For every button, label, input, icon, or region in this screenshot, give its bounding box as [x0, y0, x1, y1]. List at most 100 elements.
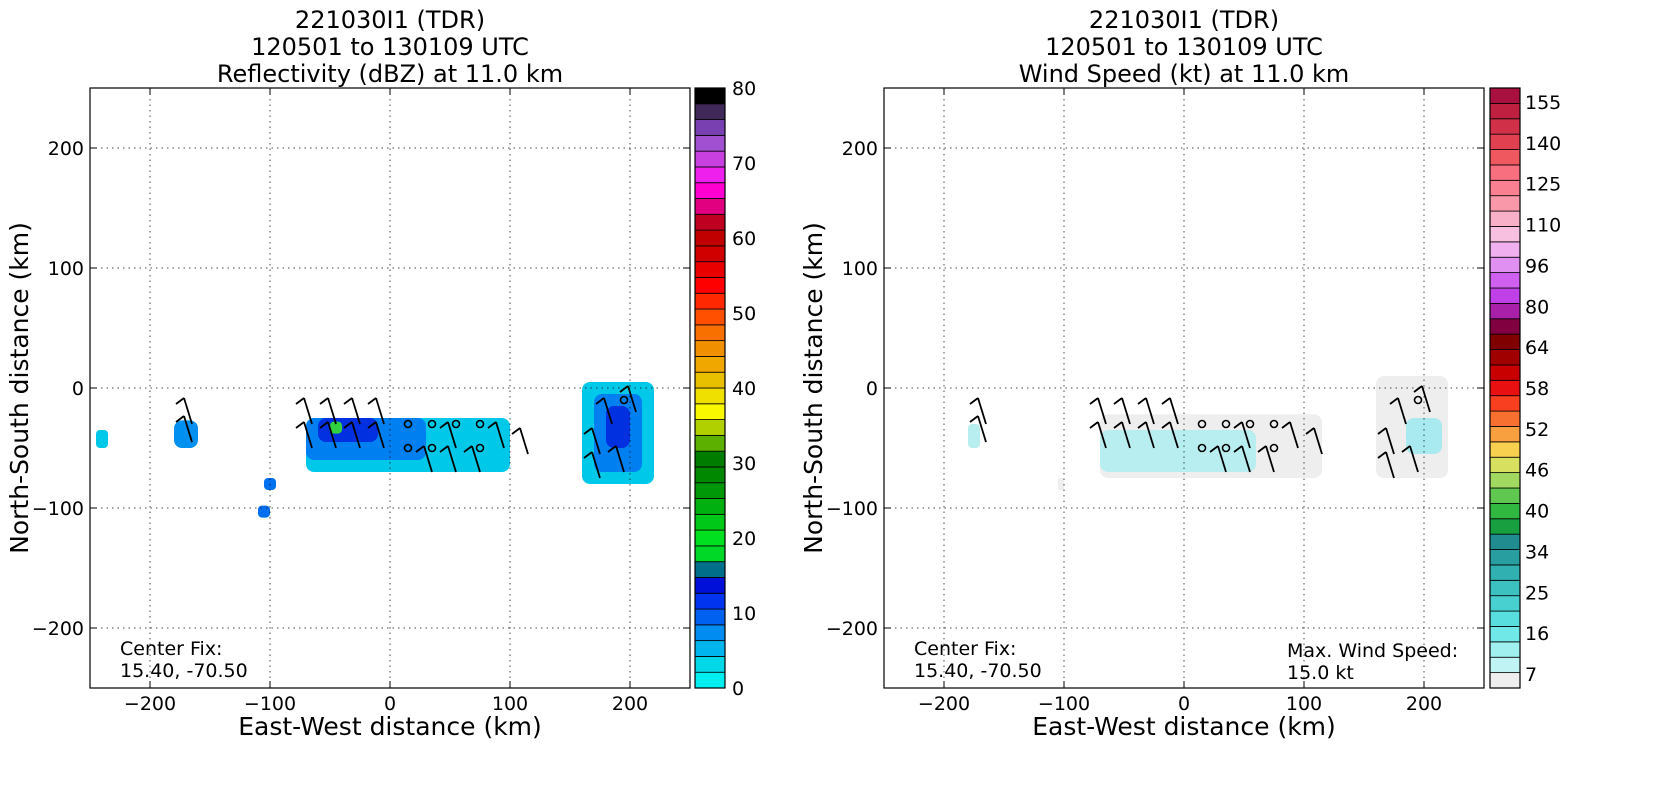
colorbar-tick-label: 34	[1525, 541, 1549, 563]
wind-barb	[175, 415, 193, 443]
colorbar-segment	[694, 103, 726, 120]
echo-region	[330, 421, 342, 434]
colorbar-segment	[1489, 195, 1521, 212]
y-tick-label: 0	[72, 378, 84, 400]
x-tick-label: 0	[1178, 693, 1190, 715]
colorbar-segment	[694, 403, 726, 420]
colorbar-segment	[1489, 164, 1521, 181]
colorbar-segment	[694, 498, 726, 515]
colorbar-segment	[1489, 364, 1521, 381]
wind-barb	[1113, 421, 1131, 449]
chart-title-line: 221030I1 (TDR)	[1089, 6, 1279, 34]
colorbar-segment	[694, 371, 726, 389]
colorbar-segment	[1489, 333, 1521, 350]
echo-region	[1100, 430, 1256, 472]
wind-barb-calm	[1413, 395, 1423, 405]
colorbar-segment	[1489, 502, 1521, 520]
colorbar-segment	[694, 529, 726, 547]
colorbar-segment	[694, 624, 726, 642]
center-fix-label: Center Fix:	[914, 638, 1016, 660]
chart-title-line: 120501 to 130109 UTC	[1045, 33, 1323, 61]
colorbar-segment	[1489, 87, 1521, 104]
y-axis-label: North-South distance (km)	[799, 222, 828, 554]
wind-barb	[969, 415, 987, 443]
colorbar-segment	[694, 340, 726, 357]
chart-title-line: 120501 to 130109 UTC	[251, 33, 529, 61]
wind-barb	[1233, 445, 1251, 473]
max-wind-value: 15.0 kt	[1287, 662, 1354, 684]
wind-barb-calm	[1269, 419, 1279, 429]
wind-barb	[295, 421, 313, 449]
y-tick-label: −100	[826, 498, 878, 520]
echo-region	[968, 424, 980, 448]
wind-barb	[1413, 385, 1431, 413]
colorbar-segment	[1489, 102, 1521, 120]
wind-barb	[343, 397, 361, 425]
wind-barb-calm	[1197, 419, 1207, 429]
wind-barb	[1281, 421, 1299, 449]
center-fix-label: Center Fix:	[120, 638, 222, 660]
colorbar-tick-label: 155	[1525, 92, 1561, 114]
colorbar-segment	[694, 656, 726, 673]
wind-barb	[583, 427, 601, 455]
wind-barb	[1089, 421, 1107, 449]
x-tick-label: −200	[918, 693, 970, 715]
wind-barb	[415, 445, 433, 473]
colorbar-segment	[694, 356, 726, 373]
colorbar-segment	[1489, 533, 1521, 550]
colorbar-tick-label: 46	[1525, 460, 1549, 482]
colorbar-segment	[694, 419, 726, 436]
x-tick-label: −200	[124, 693, 176, 715]
echo-region	[606, 406, 630, 448]
colorbar-segment	[694, 166, 726, 184]
colorbar-tick-label: 80	[1525, 296, 1549, 318]
colorbar-segment	[694, 577, 726, 594]
reflectivity-panel: 221030I1 (TDR)120501 to 130109 UTCReflec…	[5, 6, 756, 741]
colorbar-tick-label: 70	[732, 153, 756, 175]
wind-barb	[319, 421, 337, 449]
colorbar-segment	[694, 324, 726, 342]
x-tick-label: −100	[1038, 693, 1090, 715]
wind-barb	[607, 445, 625, 473]
colorbar-segment	[694, 434, 726, 452]
colorbar-segment	[1489, 441, 1521, 458]
colorbar-segment	[1489, 487, 1521, 504]
wind-barb	[1137, 421, 1155, 449]
x-axis-label: East-West distance (km)	[1032, 712, 1336, 741]
wind-barb	[1113, 397, 1131, 425]
colorbar-tick-label: 60	[732, 228, 756, 250]
echo-region	[258, 505, 270, 518]
colorbar-segment	[694, 482, 726, 499]
colorbar-segment	[1489, 226, 1521, 243]
colorbar-tick-label: 140	[1525, 133, 1561, 155]
x-tick-label: 100	[1286, 693, 1322, 715]
colorbar-segment	[694, 245, 726, 263]
colorbar-segment	[694, 150, 726, 168]
colorbar-segment	[694, 545, 726, 563]
wind-barb	[367, 397, 385, 425]
chart-title-line: 221030I1 (TDR)	[295, 6, 485, 34]
center-fix-value: 15.40, -70.50	[120, 660, 248, 682]
wind-barb-calm	[427, 443, 437, 453]
wind-barb-calm	[1269, 443, 1279, 453]
center-fix-value: 15.40, -70.50	[914, 660, 1042, 682]
echo-region	[96, 430, 108, 448]
max-wind-label: Max. Wind Speed:	[1287, 640, 1458, 662]
colorbar-segment	[1489, 549, 1521, 566]
wind-barb-calm	[1221, 443, 1231, 453]
colorbar-segment	[1489, 641, 1521, 658]
x-tick-label: 200	[612, 693, 648, 715]
wind-barb-calm	[1245, 419, 1255, 429]
echo-region	[1058, 478, 1064, 490]
colorbar-segment	[694, 466, 726, 484]
colorbar-tick-label: 110	[1525, 215, 1561, 237]
y-tick-label: −200	[826, 618, 878, 640]
colorbar-segment	[694, 592, 726, 610]
colorbar-segment	[1489, 179, 1521, 197]
y-tick-label: 0	[866, 378, 878, 400]
colorbar-segment	[1489, 595, 1521, 612]
colorbar-segment	[1489, 349, 1521, 366]
wind-barb	[619, 385, 637, 413]
colorbar-tick-label: 40	[732, 378, 756, 400]
x-axis-label: East-West distance (km)	[238, 712, 542, 741]
